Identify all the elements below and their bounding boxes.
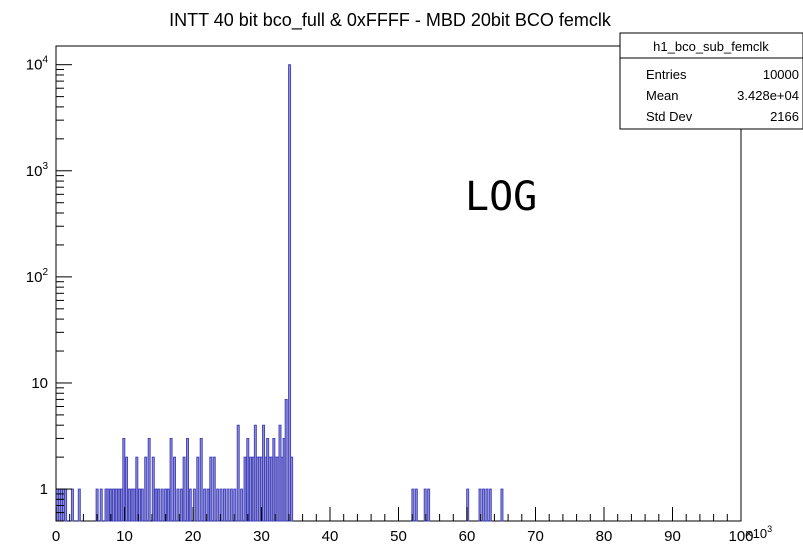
histogram-bar [106,488,110,522]
histogram-bar [219,488,223,522]
histogram-bar [284,398,288,522]
x-axis-multiplier: ×103 [745,524,772,541]
x-tick-label: 60 [459,528,476,545]
x-tick-label: 0 [52,528,60,545]
histogram-bar [466,488,470,522]
histogram-bar [112,488,116,522]
histogram-bar [414,488,418,522]
x-tick-label: 30 [253,528,270,545]
y-tick-label: 1 [40,481,48,498]
histogram-bar [290,456,294,522]
stats-entries-label: Entries [646,67,687,82]
x-tick-label: 100 [728,528,753,545]
x-tick-label: 80 [596,528,613,545]
histogram-bar [209,456,213,522]
stats-box-title: h1_bco_sub_femclk [653,39,769,54]
x-axis: 0 10 20 30 40 50 60 70 80 90 100 [52,507,754,545]
histogram-bar [117,488,121,522]
y-tick-label: 103 [26,161,49,180]
stats-entries-value: 10000 [763,67,799,82]
x-tick-label: 40 [322,528,339,545]
x-multiplier-base: ×10 [745,526,767,541]
histogram-bar [199,437,203,522]
histogram-bar [427,488,431,522]
y-tick-label: 10 [31,375,48,392]
histogram-bar [135,456,139,522]
histogram-bar [179,488,183,522]
histogram-bar [288,64,292,522]
x-tick-label: 90 [664,528,681,545]
histogram-bar [488,488,492,522]
histogram-bar [99,488,103,522]
x-tick-label: 70 [527,528,544,545]
x-tick-label: 10 [116,528,133,545]
x-tick-label: 20 [185,528,202,545]
histogram-bar [411,488,415,522]
histogram-bar [70,488,74,522]
histogram-bar [138,488,142,522]
stats-stddev-value: 2166 [770,109,799,124]
histogram-bar [229,488,233,522]
histogram-bar [249,456,253,522]
histogram-bar [186,437,189,522]
histogram-bar [122,437,126,522]
histogram-bar [246,437,250,522]
histogram-bar [144,456,148,522]
histogram-bar [192,488,196,522]
histogram-bar [127,488,131,522]
histogram-bar [216,488,220,522]
histogram-bar [240,488,244,522]
histogram-bar [500,488,504,522]
histogram-bar [154,488,158,522]
histogram-bar [169,437,173,522]
y-tick-label: 104 [26,55,49,74]
chart-title: INTT 40 bit bco_full & 0xFFFF - MBD 20bi… [169,10,612,31]
x-tick-label: 50 [390,528,407,545]
histogram-bar [132,488,136,522]
histogram-bar [226,488,230,522]
histogram-bar [478,488,482,522]
histogram-bar [114,488,118,522]
stats-mean-label: Mean [646,88,679,103]
histogram-bar [64,488,68,522]
histogram-bar [151,456,155,522]
stats-box: h1_bco_sub_femclk Entries 10000 Mean 3.4… [619,32,803,130]
histogram-bar [481,488,485,522]
log-annotation: LOG [465,174,537,220]
histogram-bar [196,456,200,522]
histogram-bar [125,456,129,522]
histogram-bars [55,64,504,522]
histogram-bar [243,456,247,522]
histogram-bar [223,488,226,522]
histogram-bar [77,488,81,522]
histogram-bar [485,488,489,522]
histogram-bar [176,488,180,522]
stats-stddev-label: Std Dev [646,109,693,124]
y-axis: 1 10 102 103 104 [26,55,72,522]
histogram-bar [140,488,144,522]
histogram-bar [236,424,240,522]
histogram-bar [233,488,237,522]
histogram-bar [182,456,186,522]
histogram-bar [206,488,210,522]
stats-box-frame [619,32,803,130]
histogram-bar [212,456,216,522]
histogram-bar [157,488,161,522]
stats-mean-value: 3.428e+04 [737,88,799,103]
y-tick-label: 102 [26,267,49,286]
histogram-bar [173,456,176,522]
histogram-bar [166,488,170,522]
x-multiplier-exponent: 3 [767,524,772,534]
histogram-bar [160,488,164,522]
histogram-bar [147,437,151,522]
histogram-bar [203,488,207,522]
histogram-bar [423,488,427,522]
histogram-bar [188,488,192,522]
